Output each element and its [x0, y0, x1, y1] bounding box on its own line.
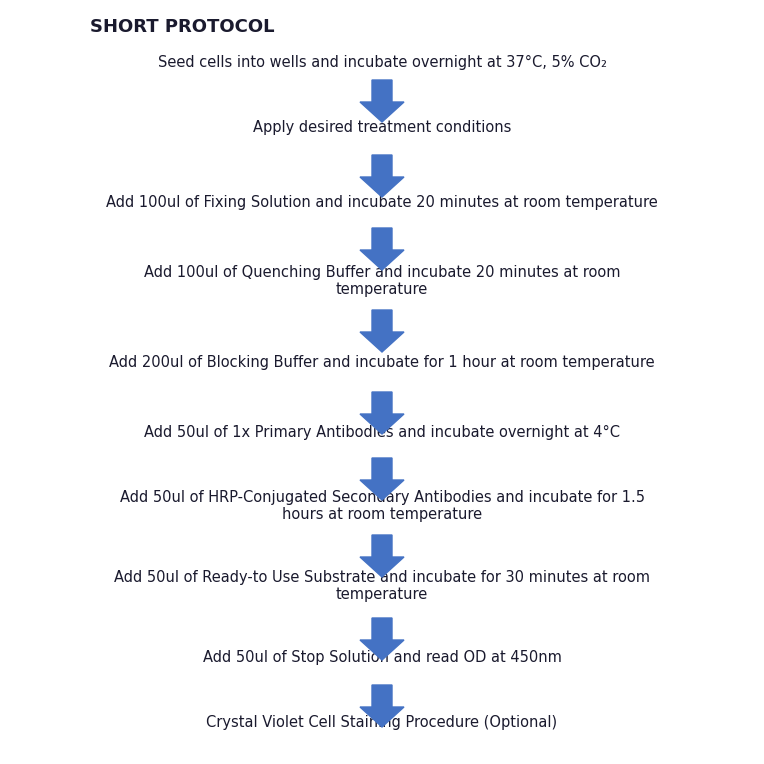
Polygon shape [360, 458, 404, 500]
Polygon shape [360, 228, 404, 270]
Polygon shape [360, 392, 404, 434]
Text: Add 50ul of 1x Primary Antibodies and incubate overnight at 4°C: Add 50ul of 1x Primary Antibodies and in… [144, 425, 620, 440]
Polygon shape [360, 685, 404, 727]
Text: Crystal Violet Cell Staining Procedure (Optional): Crystal Violet Cell Staining Procedure (… [206, 715, 558, 730]
Polygon shape [360, 155, 404, 197]
Text: Add 50ul of HRP-Conjugated Secondary Antibodies and incubate for 1.5
hours at ro: Add 50ul of HRP-Conjugated Secondary Ant… [119, 490, 645, 523]
Text: Add 100ul of Quenching Buffer and incubate 20 minutes at room
temperature: Add 100ul of Quenching Buffer and incuba… [144, 265, 620, 297]
Text: Add 100ul of Fixing Solution and incubate 20 minutes at room temperature: Add 100ul of Fixing Solution and incubat… [106, 195, 658, 210]
Text: Apply desired treatment conditions: Apply desired treatment conditions [253, 120, 511, 135]
Text: Add 50ul of Ready-to Use Substrate and incubate for 30 minutes at room
temperatu: Add 50ul of Ready-to Use Substrate and i… [114, 570, 650, 602]
Text: Seed cells into wells and incubate overnight at 37°C, 5% CO₂: Seed cells into wells and incubate overn… [157, 55, 607, 70]
Text: Add 200ul of Blocking Buffer and incubate for 1 hour at room temperature: Add 200ul of Blocking Buffer and incubat… [109, 355, 655, 370]
Text: Add 50ul of Stop Solution and read OD at 450nm: Add 50ul of Stop Solution and read OD at… [202, 650, 562, 665]
Polygon shape [360, 80, 404, 122]
Polygon shape [360, 535, 404, 577]
Text: SHORT PROTOCOL: SHORT PROTOCOL [90, 18, 274, 36]
Polygon shape [360, 310, 404, 352]
Polygon shape [360, 618, 404, 660]
